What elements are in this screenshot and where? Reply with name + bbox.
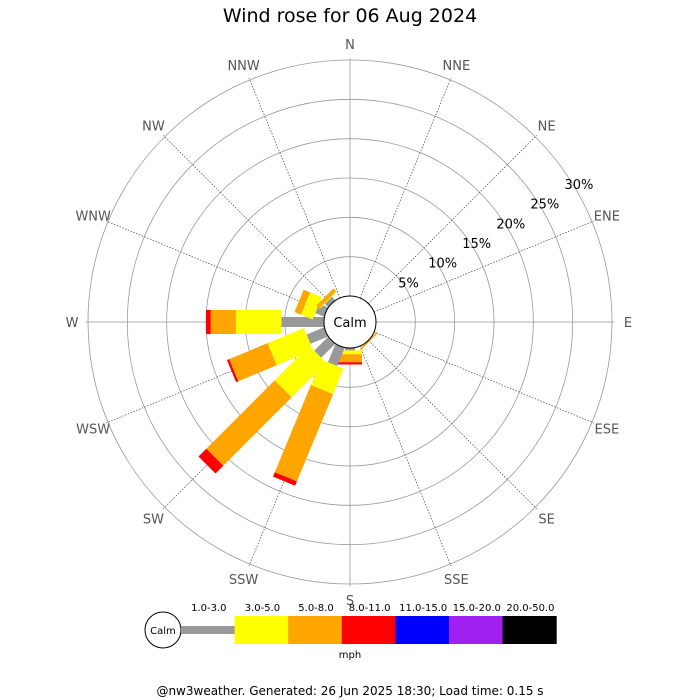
direction-labels: N NNE NE ENE E ESE SE SSE S SSW SW WSW W WNW NW NNW: [66, 38, 633, 609]
bar-w-8.0-11.0: [206, 310, 211, 334]
grid-spoke: [373, 220, 595, 313]
direction-label-nne: NNE: [443, 59, 471, 74]
grid-spoke: [368, 135, 537, 304]
rose-bars: [198, 288, 378, 486]
direction-label-n: N: [345, 38, 355, 53]
direction-label-nw: NW: [142, 119, 165, 134]
grid-spoke: [373, 331, 595, 424]
direction-label-ne: NE: [538, 119, 556, 134]
legend-bin-label: 5.0-8.0: [298, 603, 333, 614]
legend-swatch: [395, 616, 450, 644]
radial-tick-labels: 5% 10% 15% 20% 25% 30%: [398, 178, 593, 291]
bar-ssw-1.0-3.0: [327, 344, 345, 367]
grid-spoke: [359, 77, 452, 299]
bar-wnw-5.0-8.0: [294, 289, 311, 315]
direction-label-ese: ESE: [594, 422, 619, 437]
bar-wsw-8.0-11.0: [226, 359, 239, 383]
direction-label-sw: SW: [143, 513, 164, 528]
legend-bin-label: 8.0-11.0: [349, 603, 391, 614]
direction-label-wsw: WSW: [76, 422, 110, 437]
bar-s-3.0-5.0: [338, 350, 362, 355]
bar-s-1.0-3.0: [345, 348, 355, 351]
grid-spoke: [359, 345, 452, 567]
bar-w-1.0-3.0: [281, 317, 324, 327]
direction-label-w: W: [66, 316, 79, 331]
legend-swatch: [341, 616, 396, 644]
footer-text: @nw3weather. Generated: 26 Jun 2025 18:3…: [156, 684, 544, 698]
legend-bin-label: 20.0-50.0: [506, 603, 554, 614]
legend-bin-label: 15.0-20.0: [453, 603, 501, 614]
direction-label-ene: ENE: [594, 210, 620, 225]
chart-title: Wind rose for 06 Aug 2024: [222, 5, 478, 27]
radial-tick-label: 30%: [564, 178, 593, 193]
calm-center: Calm: [323, 295, 377, 349]
legend-bin-label: 1.0-3.0: [191, 603, 226, 614]
direction-label-se: SE: [538, 513, 554, 528]
radial-tick-label: 20%: [496, 217, 525, 232]
direction-label-s: S: [346, 594, 354, 609]
grid-spoke: [248, 77, 341, 299]
legend-bin-label: 11.0-15.0: [399, 603, 447, 614]
calm-circle: [323, 295, 377, 349]
direction-label-ssw: SSW: [229, 573, 259, 588]
radial-tick-label: 10%: [428, 257, 457, 272]
bar-s-8.0-11.0: [338, 362, 362, 365]
bar-wnw-3.0-5.0: [301, 292, 322, 320]
bar-nw-5.0-8.0: [316, 288, 337, 309]
radial-tick-label: 15%: [462, 237, 491, 252]
legend-swatch: [502, 616, 557, 644]
bar-sw-5.0-8.0: [206, 380, 292, 466]
bar-wsw-5.0-8.0: [229, 343, 277, 382]
bar-w-5.0-8.0: [210, 310, 236, 334]
legend-swatch: [449, 616, 504, 644]
bar-s-5.0-8.0: [338, 354, 362, 363]
legend-swatch: [181, 626, 236, 634]
direction-label-e: E: [624, 316, 632, 331]
bar-nw-1.0-3.0: [324, 296, 336, 308]
grid-spoke: [163, 135, 332, 304]
bar-w-3.0-5.0: [235, 310, 282, 334]
bar-sw-1.0-3.0: [314, 336, 336, 358]
bar-wsw-3.0-5.0: [267, 328, 314, 366]
bar-ssw-5.0-8.0: [274, 385, 334, 482]
bar-sw-8.0-11.0: [198, 448, 224, 474]
direction-label-nnw: NNW: [227, 59, 259, 74]
radial-tick-label: 25%: [530, 198, 559, 213]
bar-se-5.0-8.0: [359, 331, 378, 350]
legend-unit-label: mph: [339, 650, 361, 661]
legend-calm-label: Calm: [150, 626, 176, 637]
grid-spoke: [105, 220, 327, 313]
radial-tick-label: 5%: [398, 276, 419, 291]
bar-ssw-8.0-11.0: [273, 472, 297, 486]
direction-label-wnw: WNW: [75, 210, 111, 225]
direction-label-sse: SSE: [444, 573, 469, 588]
legend: Calm 1.0-3.0 3.0-5.0 5.0-8.0 8.0-11.0 11.0-15…: [144, 603, 557, 661]
legend-bin-label: 3.0-5.0: [245, 603, 280, 614]
bar-sw-3.0-5.0: [274, 345, 327, 398]
bar-wsw-1.0-3.0: [306, 327, 328, 344]
bar-nw-3.0-5.0: [319, 291, 337, 309]
legend-swatch: [234, 616, 289, 644]
grid-spoke: [368, 340, 537, 509]
legend-swatch: [288, 616, 343, 644]
calm-label: Calm: [333, 316, 366, 331]
